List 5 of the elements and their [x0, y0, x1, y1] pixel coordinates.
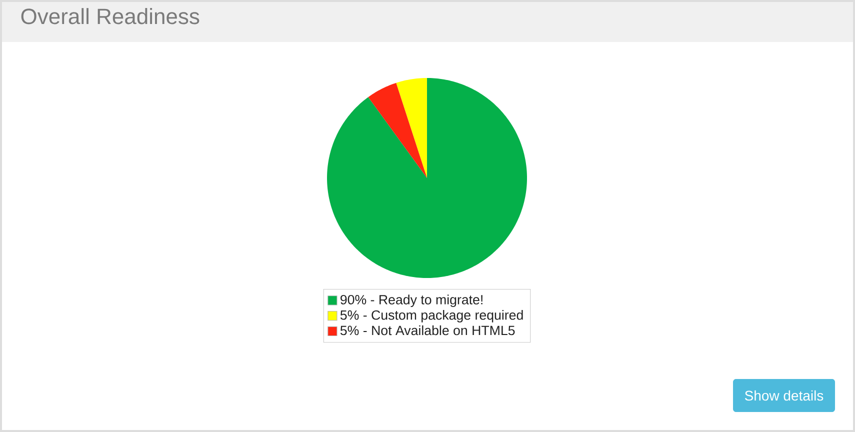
legend-label: 5% - Not Available on HTML5 — [340, 325, 515, 336]
legend-label: 5% - Custom package required — [340, 310, 523, 322]
text: Overall Readiness — [21, 8, 200, 24]
legend-label: 90% - Ready to migrate! — [340, 294, 482, 308]
text: Show details — [744, 390, 824, 401]
